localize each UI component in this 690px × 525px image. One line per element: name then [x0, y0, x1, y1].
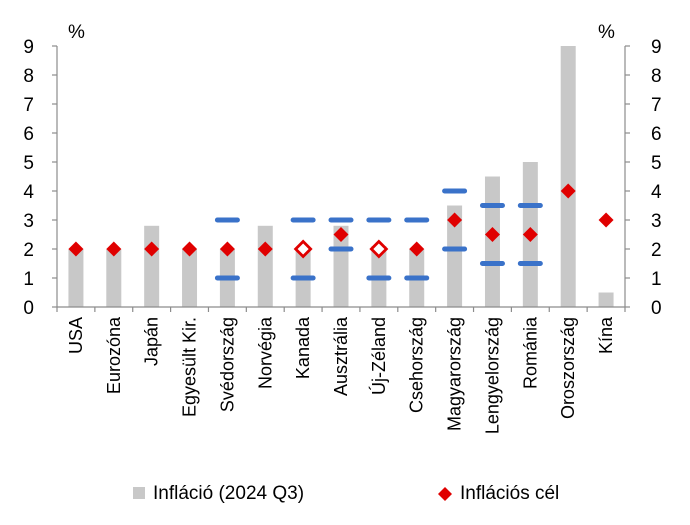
bar-10: [447, 205, 463, 307]
target-marker-2: [144, 241, 160, 257]
category-label-1: Eurozóna: [104, 316, 124, 394]
category-label-0: USA: [66, 317, 86, 354]
bar-14: [598, 292, 614, 307]
left-tick-label: 4: [23, 182, 34, 203]
markers-layer: [68, 183, 614, 259]
target-marker-9: [409, 241, 425, 257]
target-marker-6: [293, 239, 313, 259]
right-unit-label: %: [598, 22, 615, 43]
target-marker-7: [333, 227, 349, 242]
category-label-3: Egyesült Kir.: [180, 317, 200, 417]
left-tick-label: 2: [23, 240, 34, 261]
right-tick-label: 4: [651, 182, 662, 203]
category-label-2: Japán: [142, 317, 162, 366]
right-tick-label: 0: [651, 298, 662, 319]
legend-inflation-label: Infláció (2024 Q3): [153, 483, 304, 504]
category-label-7: Ausztrália: [331, 316, 351, 396]
legend-bar-swatch: [133, 487, 145, 499]
bars-layer: [68, 46, 614, 307]
target-marker-14: [598, 212, 614, 228]
target-marker-8: [369, 239, 389, 259]
right-tick-label: 5: [651, 153, 662, 174]
target-marker-3: [182, 241, 198, 257]
category-label-5: Norvégia: [255, 316, 275, 389]
left-tick-label: 1: [23, 269, 34, 290]
category-label-12: Románia: [520, 316, 540, 389]
legend-target-label: Inflációs cél: [460, 483, 559, 504]
category-label-9: Csehország: [407, 317, 427, 413]
category-label-13: Oroszország: [558, 317, 578, 419]
category-label-11: Lengyelország: [482, 317, 502, 434]
left-tick-label: 6: [23, 124, 34, 145]
bar-7: [333, 225, 349, 307]
bands-layer: [214, 188, 543, 281]
ticks-layer: 0 0 1 1 2 2 3 3 4 4 5 5 6 6 7 7 8 8 9 9: [23, 37, 662, 319]
bar-5: [257, 225, 273, 307]
target-marker-13: [560, 183, 576, 199]
bar-2: [144, 225, 160, 307]
left-unit-label: %: [68, 22, 85, 43]
target-marker-5: [257, 241, 273, 257]
target-marker-10: [447, 212, 463, 228]
target-marker-0: [68, 241, 84, 257]
bar-3: [182, 249, 198, 307]
left-tick-label: 5: [23, 153, 34, 174]
category-label-6: Kanada: [293, 316, 313, 379]
right-tick-label: 2: [651, 240, 662, 261]
left-tick-label: 9: [23, 37, 34, 58]
bar-13: [560, 46, 576, 307]
target-marker-4: [219, 241, 235, 257]
right-tick-label: 6: [651, 124, 662, 145]
right-tick-label: 1: [651, 269, 662, 290]
right-tick-label: 8: [651, 66, 662, 87]
target-marker-12: [522, 227, 538, 242]
category-label-14: Kína: [596, 316, 616, 354]
legend-diamond-icon: [438, 487, 452, 501]
legend: Infláció (2024 Q3) Inflációs cél: [133, 483, 559, 504]
right-tick-label: 3: [651, 211, 662, 232]
target-marker-11: [484, 227, 500, 242]
left-tick-label: 8: [23, 66, 34, 87]
category-label-8: Új-Zéland: [368, 317, 389, 395]
target-marker-1: [106, 241, 122, 257]
category-label-10: Magyarország: [445, 317, 465, 431]
bar-1: [106, 249, 122, 307]
left-tick-label: 7: [23, 95, 34, 116]
bar-0: [68, 249, 84, 307]
right-tick-label: 7: [651, 95, 662, 116]
left-tick-label: 3: [23, 211, 34, 232]
labels-layer: USA Eurozóna Japán Egyesült Kir. Svédország N…: [66, 316, 616, 434]
right-tick-label: 9: [651, 37, 662, 58]
category-label-4: Svédország: [217, 317, 237, 412]
left-tick-label: 0: [23, 298, 34, 319]
axes-layer: [56, 46, 626, 308]
